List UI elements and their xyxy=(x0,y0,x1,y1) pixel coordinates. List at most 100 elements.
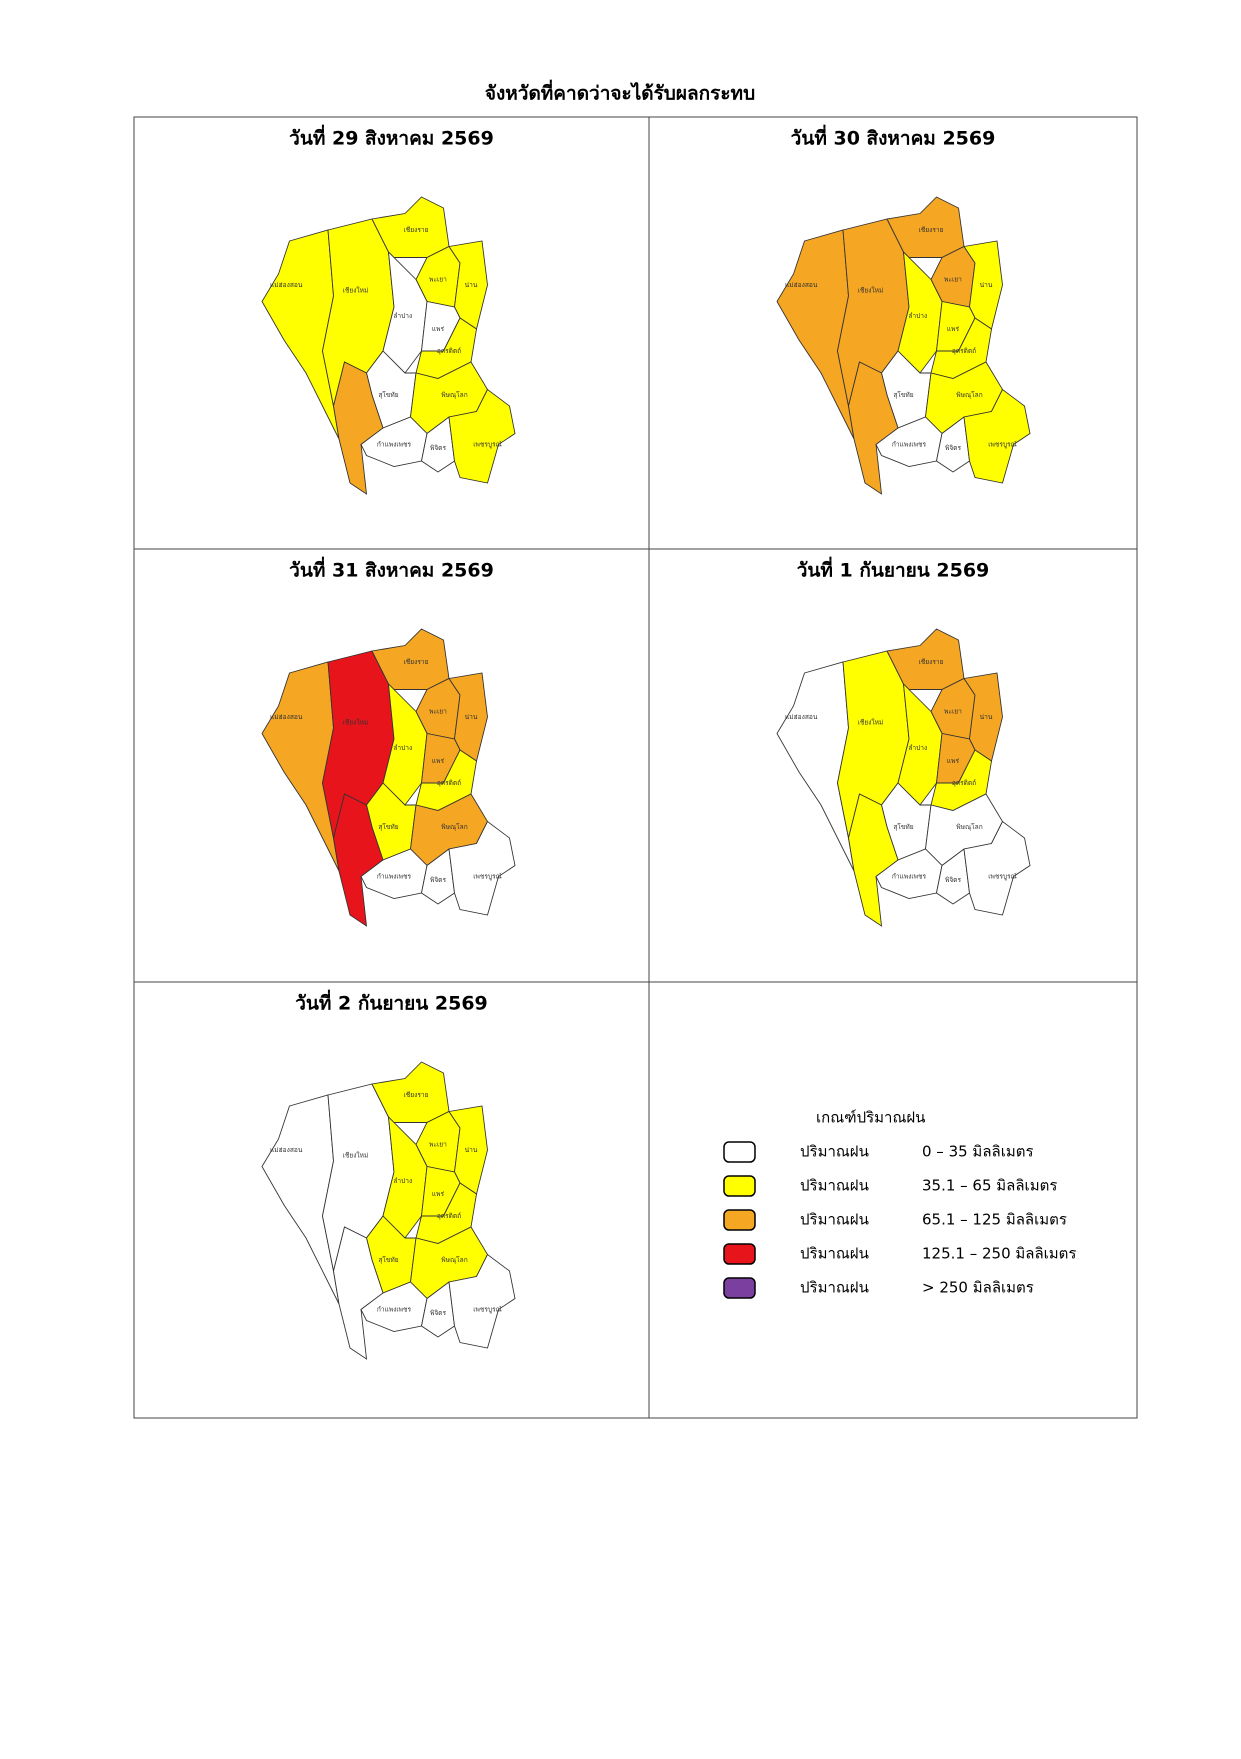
province-label: เชียงใหม่ xyxy=(343,719,369,727)
panel-date: วันที่ 1 กันยายน 2569 xyxy=(797,557,990,582)
province xyxy=(360,1281,428,1332)
province-label: สุโขทัย xyxy=(378,1256,398,1264)
panel-date: วันที่ 29 สิงหาคม 2569 xyxy=(289,125,494,150)
province-label: เชียงราย xyxy=(919,658,944,666)
province xyxy=(897,682,943,806)
province-label: พิจิตร xyxy=(430,1309,446,1317)
province-label: อุตรดิตถ์ xyxy=(952,347,976,355)
province-label: พะเยา xyxy=(429,276,447,284)
province xyxy=(333,361,384,495)
province-label: พิจิตร xyxy=(430,444,446,452)
province-label: เชียงใหม่ xyxy=(858,719,884,727)
legend-swatch xyxy=(723,1175,756,1197)
province xyxy=(382,1115,428,1239)
legend-range: 35.1 – 65 มิลลิเมตร xyxy=(922,1177,1057,1195)
province xyxy=(848,361,899,495)
province-label: เชียงใหม่ xyxy=(343,287,369,295)
province xyxy=(897,250,943,374)
province-label: เชียงราย xyxy=(404,658,429,666)
province-label: แพร่ xyxy=(432,757,445,765)
province-label: เพชรบูรณ์ xyxy=(473,873,501,881)
province-label: ลำปาง xyxy=(393,1177,412,1185)
province-label: พิจิตร xyxy=(945,444,961,452)
province-label: น่าน xyxy=(980,713,993,721)
province-label: แพร่ xyxy=(432,325,445,333)
province xyxy=(421,416,455,473)
legend-title: เกณฑ์ปริมาณฝน xyxy=(816,1109,925,1127)
province-label: น่าน xyxy=(465,1146,478,1154)
page-title: จังหวัดที่คาดว่าจะได้รับผลกระทบ xyxy=(485,80,755,105)
province-label: พิษณุโลก xyxy=(441,1256,467,1264)
panel-grid xyxy=(133,116,1138,1419)
province-label: เพชรบูรณ์ xyxy=(988,441,1016,449)
panel-date: วันที่ 2 กันยายน 2569 xyxy=(295,990,488,1015)
province xyxy=(333,793,384,927)
province-label: พิษณุโลก xyxy=(441,391,467,399)
province-label: พิจิตร xyxy=(945,876,961,884)
legend-swatch xyxy=(723,1209,756,1231)
province-label: สุโขทัย xyxy=(893,391,913,399)
province xyxy=(875,416,943,467)
legend-swatch xyxy=(723,1243,756,1265)
province-label: แพร่ xyxy=(947,325,960,333)
province-label: พะเยา xyxy=(429,708,447,716)
legend-label: ปริมาณฝน xyxy=(800,1279,869,1297)
province-label: น่าน xyxy=(465,713,478,721)
legend-label: ปริมาณฝน xyxy=(800,1177,869,1195)
province-label: เชียงราย xyxy=(404,226,429,234)
province-label: ลำปาง xyxy=(393,744,412,752)
province-label: ลำปาง xyxy=(908,312,927,320)
province-label: อุตรดิตถ์ xyxy=(437,347,461,355)
legend-range: 65.1 – 125 มิลลิเมตร xyxy=(922,1211,1067,1229)
province xyxy=(963,388,1031,484)
province xyxy=(936,848,970,905)
province-label: พะเยา xyxy=(944,276,962,284)
province xyxy=(963,820,1031,916)
province-label: เพชรบูรณ์ xyxy=(988,873,1016,881)
province-label: น่าน xyxy=(465,281,478,289)
province-label: พิษณุโลก xyxy=(441,823,467,831)
province-label: น่าน xyxy=(980,281,993,289)
province-label: กำแพงเพชร xyxy=(377,1306,412,1314)
province xyxy=(936,416,970,473)
legend-range: 125.1 – 250 มิลลิเมตร xyxy=(922,1245,1076,1263)
province xyxy=(448,1253,516,1349)
province-label: กำแพงเพชร xyxy=(377,441,412,449)
legend-swatch xyxy=(723,1277,756,1299)
province-label: แม่ฮ่องสอน xyxy=(785,713,818,721)
province-label: พิษณุโลก xyxy=(956,823,982,831)
legend-label: ปริมาณฝน xyxy=(800,1245,869,1263)
province-label: เชียงใหม่ xyxy=(858,287,884,295)
province-label: พิจิตร xyxy=(430,876,446,884)
panel-date: วันที่ 31 สิงหาคม 2569 xyxy=(289,557,494,582)
province-label: พะเยา xyxy=(944,708,962,716)
legend-range: 0 – 35 มิลลิเมตร xyxy=(922,1143,1034,1161)
province-label: แพร่ xyxy=(432,1190,445,1198)
legend-label: ปริมาณฝน xyxy=(800,1143,869,1161)
province xyxy=(875,848,943,899)
province-label: ลำปาง xyxy=(393,312,412,320)
province-label: เพชรบูรณ์ xyxy=(473,1306,501,1314)
province xyxy=(333,1226,384,1360)
province xyxy=(848,793,899,927)
province xyxy=(448,388,516,484)
province-label: อุตรดิตถ์ xyxy=(952,779,976,787)
province-label: อุตรดิตถ์ xyxy=(437,1212,461,1220)
province xyxy=(448,820,516,916)
province-label: แพร่ xyxy=(947,757,960,765)
province-label: อุตรดิตถ์ xyxy=(437,779,461,787)
province xyxy=(360,848,428,899)
province-label: เชียงราย xyxy=(919,226,944,234)
legend-range: > 250 มิลลิเมตร xyxy=(922,1279,1034,1297)
province-label: พิษณุโลก xyxy=(956,391,982,399)
province xyxy=(360,416,428,467)
grid-frame xyxy=(133,116,1138,1419)
province-label: แม่ฮ่องสอน xyxy=(270,281,303,289)
province-label: สุโขทัย xyxy=(378,823,398,831)
province-label: แม่ฮ่องสอน xyxy=(785,281,818,289)
